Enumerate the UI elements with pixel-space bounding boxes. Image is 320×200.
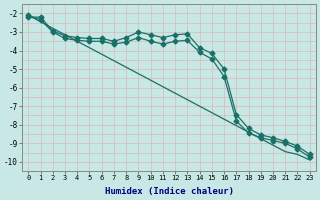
X-axis label: Humidex (Indice chaleur): Humidex (Indice chaleur) [105, 187, 234, 196]
